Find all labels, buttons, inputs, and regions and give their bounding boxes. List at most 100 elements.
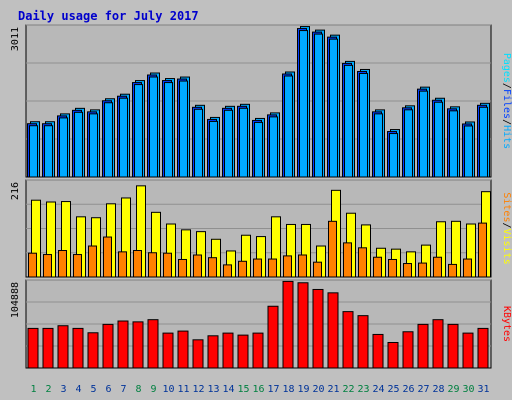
sites-bar: [163, 252, 172, 278]
kbytes-bar: [387, 341, 399, 369]
x-tick-label: 15: [237, 384, 249, 395]
x-tick-label: 22: [342, 384, 354, 395]
sites-bar: [418, 262, 427, 278]
x-tick-label: 13: [207, 384, 219, 395]
pages-bar: [74, 111, 83, 178]
kbytes-bar: [477, 327, 489, 369]
pages-bar: [419, 90, 428, 178]
kbytes-bar: [42, 327, 54, 369]
pages-bar: [239, 107, 248, 178]
sites-bar: [433, 256, 442, 278]
kbytes-ymax-label: 104888: [10, 282, 21, 318]
x-tick-label: 5: [90, 384, 96, 395]
kbytes-panel: 104888 KBytes: [10, 279, 512, 369]
pages-bar: [269, 116, 278, 178]
sites-bar: [118, 251, 127, 278]
sites-bar: [253, 258, 262, 278]
kbytes-bar: [402, 331, 414, 369]
kbytes-bar: [132, 321, 144, 369]
kbytes-bar: [207, 335, 219, 369]
kbytes-bar: [432, 319, 444, 369]
sites-bar: [358, 247, 367, 278]
kbytes-legend-part: KBytes: [501, 306, 512, 342]
pages-bar: [104, 102, 113, 178]
kbytes-bar: [282, 280, 294, 369]
sites-bar: [313, 261, 322, 278]
x-tick-label: 17: [267, 384, 279, 395]
kbytes-bar: [102, 323, 114, 369]
x-tick-label: 10: [162, 384, 174, 395]
sites-bar: [73, 254, 82, 278]
sites-bar: [208, 257, 217, 278]
kbytes-bar: [447, 323, 459, 369]
x-tick-label: 26: [402, 384, 414, 395]
hits-files-ymax-label: 3011: [10, 27, 21, 51]
hits-files-legend: Pages/Files/Hits: [501, 53, 512, 149]
kbytes-legend: KBytes: [501, 306, 512, 342]
sites-bar: [283, 255, 292, 278]
x-tick-label: 4: [75, 384, 81, 395]
kbytes-bar: [462, 332, 474, 369]
kbytes-bar: [327, 292, 339, 369]
pages-bar: [179, 80, 188, 178]
pages-bar: [449, 110, 458, 178]
pages-bar: [194, 108, 203, 178]
pages-bar: [434, 101, 443, 178]
x-tick-label: 20: [312, 384, 324, 395]
kbytes-bar: [57, 325, 69, 369]
sites-bar: [103, 236, 112, 278]
sites-bar: [88, 245, 97, 278]
kbytes-bar: [357, 315, 369, 369]
kbytes-bar: [147, 319, 159, 369]
hits-files-panel: 3011 Pages/Files/Hits: [10, 24, 512, 178]
kbytes-bar: [117, 320, 129, 369]
visits-sites-ymax-label: 216: [10, 182, 21, 200]
kbytes-bar: [252, 332, 264, 369]
sites-bar: [343, 242, 352, 278]
x-tick-label: 12: [192, 384, 204, 395]
hits-files-legend-part: Hits: [501, 125, 512, 149]
pages-bar: [344, 64, 353, 178]
pages-bar: [314, 33, 323, 178]
x-tick-label: 24: [372, 384, 384, 395]
pages-bar: [59, 117, 68, 178]
x-tick-label: 3: [60, 384, 66, 395]
pages-bar: [479, 106, 488, 178]
pages-bar: [164, 82, 173, 178]
pages-bar: [149, 76, 158, 178]
pages-bar: [44, 125, 53, 178]
pages-bar: [134, 84, 143, 178]
kbytes-bar: [342, 311, 354, 369]
hits-files-legend-part: Files: [501, 89, 512, 119]
pages-bar: [464, 125, 473, 178]
sites-bar: [403, 263, 412, 278]
x-tick-label: 23: [357, 384, 369, 395]
pages-bar: [359, 72, 368, 178]
x-tick-label: 30: [462, 384, 474, 395]
x-tick-label: 27: [417, 384, 429, 395]
x-tick-label: 31: [477, 384, 489, 395]
pages-bar: [374, 113, 383, 178]
x-tick-label: 8: [135, 384, 141, 395]
visits-sites-legend-part: /: [501, 222, 512, 228]
pages-bar: [224, 109, 233, 178]
kbytes-bar: [177, 330, 189, 369]
kbytes-bar: [27, 327, 39, 369]
sites-bar: [388, 258, 397, 278]
x-tick-label: 2: [45, 384, 51, 395]
sites-bar: [268, 258, 277, 278]
hits-files-legend-part: /: [501, 83, 512, 89]
pages-bar: [209, 120, 218, 178]
pages-bar: [89, 113, 98, 178]
sites-bar: [43, 254, 52, 278]
sites-bar: [133, 250, 142, 278]
x-tick-label: 1: [30, 384, 36, 395]
sites-bar: [373, 256, 382, 278]
sites-bar: [448, 263, 457, 278]
x-tick-label: 19: [297, 384, 309, 395]
sites-bar: [328, 220, 337, 278]
hits-files-legend-part: /: [501, 119, 512, 125]
kbytes-bar: [372, 333, 384, 369]
x-tick-label: 11: [177, 384, 189, 395]
